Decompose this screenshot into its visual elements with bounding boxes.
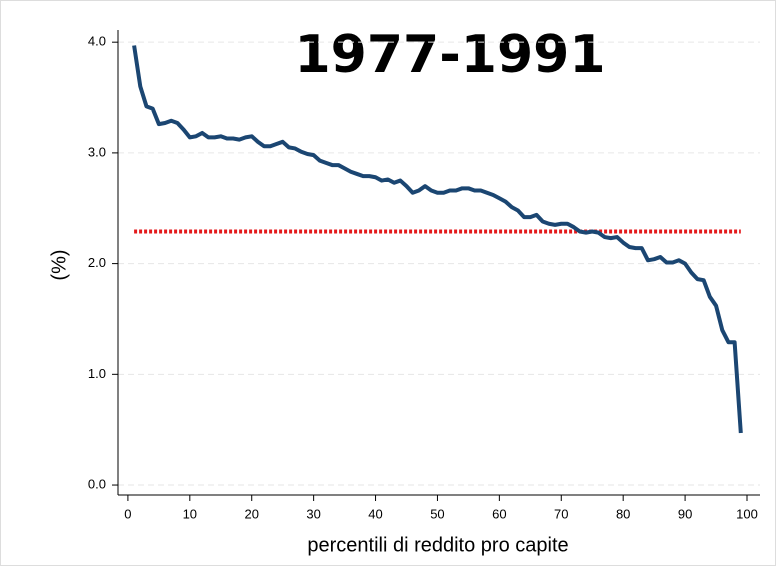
data-line — [132, 45, 743, 434]
x-tick-label: 90 — [678, 506, 692, 521]
chart-title: 1977-1991 — [294, 25, 605, 85]
x-tick-label: 40 — [368, 506, 382, 521]
y-axis-label: (%) — [48, 249, 70, 280]
x-tick-label: 20 — [244, 506, 258, 521]
y-tick-label: 2.0 — [88, 255, 106, 270]
x-tick-label: 30 — [306, 506, 320, 521]
y-tick-label: 1.0 — [88, 366, 106, 381]
x-tick-label: 70 — [554, 506, 568, 521]
x-tick-label: 80 — [616, 506, 630, 521]
x-axis-label: percentili di reddito pro capite — [307, 534, 568, 556]
x-tick-label: 10 — [183, 506, 197, 521]
x-tick-label: 100 — [736, 506, 758, 521]
y-tick-label: 0.0 — [88, 476, 106, 491]
x-tick-label: 0 — [124, 506, 131, 521]
x-tick-label: 50 — [430, 506, 444, 521]
y-tick-label: 4.0 — [88, 34, 106, 49]
y-tick-label: 3.0 — [88, 144, 106, 159]
x-tick-label: 60 — [492, 506, 506, 521]
